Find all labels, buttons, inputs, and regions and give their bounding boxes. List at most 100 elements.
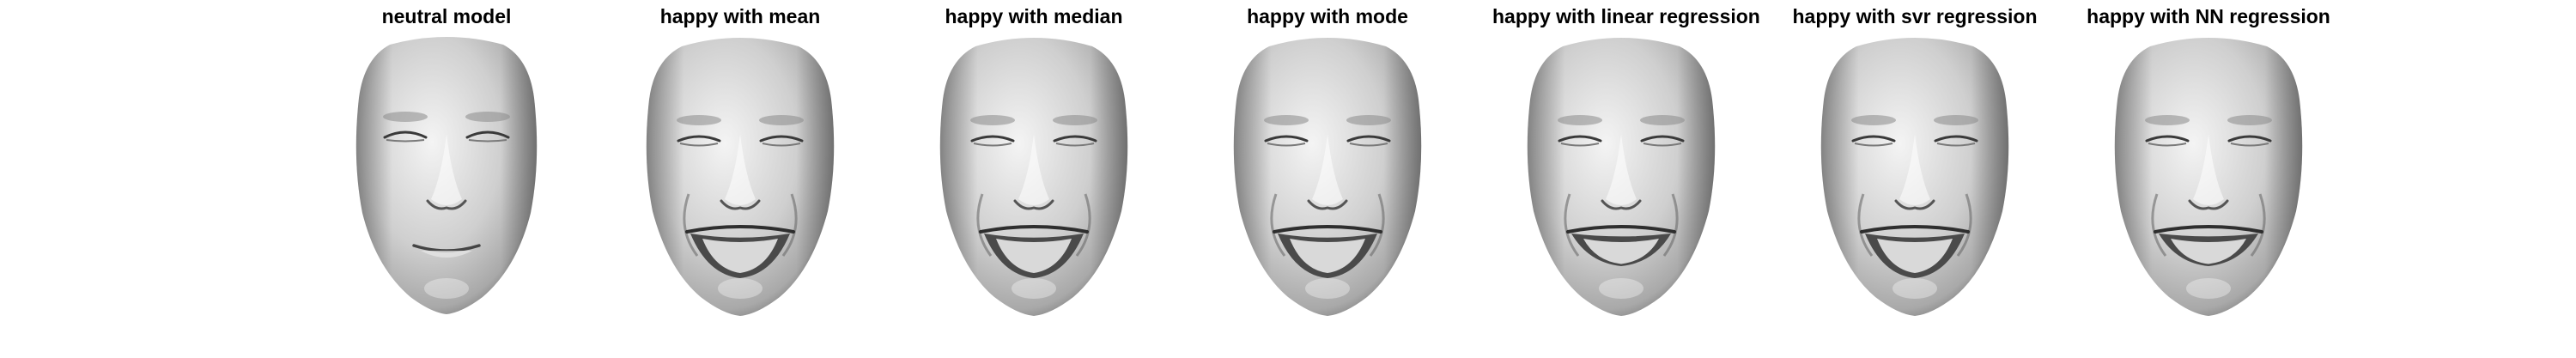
eye-lower-lid <box>762 143 801 147</box>
eye-line <box>1053 135 1097 143</box>
panel-title: happy with mode <box>1247 5 1408 27</box>
face-panel: happy with median <box>905 0 1163 358</box>
smile-fold-right <box>1662 193 1679 257</box>
smile-fold-left <box>1270 193 1286 257</box>
smile-fold-right <box>2250 193 2266 257</box>
smile-fold-right <box>1956 193 1972 257</box>
eyebrow-shade <box>759 115 804 125</box>
nose-highlight <box>1606 134 1637 205</box>
eye-line <box>465 130 510 139</box>
panel-title: happy with NN regression <box>2087 5 2330 27</box>
smile-fold-left <box>1564 193 1580 257</box>
face-panel: happy with svr regression <box>1786 0 2044 358</box>
face-render <box>2114 38 2303 316</box>
eyebrow-shade <box>1640 115 1685 125</box>
eyebrow-shade <box>970 115 1015 125</box>
panel-title: happy with linear regression <box>1492 5 1760 27</box>
panel-title: happy with svr regression <box>1792 5 2038 27</box>
upper-lip <box>1273 225 1382 234</box>
nose-base <box>720 199 761 210</box>
eyebrow-shade <box>1851 115 1896 125</box>
chin-highlight <box>1893 278 1937 299</box>
nose-base <box>426 199 467 210</box>
eye-lower-lid <box>1349 143 1388 147</box>
nose-highlight <box>2193 134 2224 205</box>
eye-line <box>383 130 428 139</box>
teeth <box>1877 239 1953 273</box>
eye-lower-lid <box>1643 143 1682 147</box>
chin-highlight <box>1599 278 1643 299</box>
eye-lower-lid <box>1055 143 1095 147</box>
chin-highlight <box>718 278 762 299</box>
teeth <box>1290 239 1365 273</box>
eyebrow-shade <box>383 112 428 122</box>
chin-highlight <box>1305 278 1350 299</box>
nose-base <box>1307 199 1348 210</box>
eyebrow-shade <box>2145 115 2190 125</box>
nose-highlight <box>1899 134 1930 205</box>
nose-highlight <box>1018 134 1049 205</box>
nose-base <box>1601 199 1642 210</box>
panel-title: happy with median <box>945 5 1123 27</box>
eye-lower-lid <box>973 143 1012 147</box>
eye-lower-lid <box>1854 143 1893 147</box>
eyebrow-shade <box>1346 115 1391 125</box>
panel-title: happy with mean <box>659 5 821 27</box>
eye-lower-lid <box>1560 143 1600 147</box>
eye-line <box>1558 135 1602 143</box>
eye-lower-lid <box>2148 143 2187 147</box>
upper-lip <box>1566 225 1676 234</box>
nose-highlight <box>1312 134 1343 205</box>
eyebrow-shade <box>1264 115 1309 125</box>
teeth <box>2171 239 2246 264</box>
eye-lower-lid <box>1936 143 1976 147</box>
nose-base <box>2188 199 2229 210</box>
eye-line <box>2145 135 2190 143</box>
chin-highlight <box>424 278 469 299</box>
teeth <box>996 239 1072 273</box>
mouth-line <box>412 244 481 252</box>
smile-fold-left <box>683 193 699 257</box>
smile-fold-left <box>2151 193 2167 257</box>
teeth <box>702 239 778 273</box>
eyebrow-shade <box>677 115 721 125</box>
face-render <box>355 37 538 314</box>
eye-line <box>1851 135 1896 143</box>
face-panel: happy with linear regression <box>1492 0 1760 358</box>
lower-lip <box>421 251 472 258</box>
smile-fold-right <box>1369 193 1385 257</box>
eye-lower-lid <box>468 139 507 143</box>
face-render <box>1233 38 1422 316</box>
face-panel: happy with mean <box>611 0 869 358</box>
eye-lower-lid <box>386 139 425 143</box>
eye-lower-lid <box>1267 143 1306 147</box>
eye-line <box>1934 135 1978 143</box>
eyebrow-shade <box>1558 115 1602 125</box>
eye-line <box>759 135 804 143</box>
chin-highlight <box>1012 278 1056 299</box>
smile-fold-right <box>1075 193 1091 257</box>
eye-lower-lid <box>679 143 719 147</box>
nose-highlight <box>725 134 756 205</box>
upper-lip <box>2154 225 2263 234</box>
upper-lip <box>979 225 1089 234</box>
eye-line <box>2227 135 2272 143</box>
nose-highlight <box>431 134 462 205</box>
face-render <box>939 38 1128 316</box>
face-render <box>1820 38 2009 316</box>
teeth <box>1583 239 1659 264</box>
smile-fold-left <box>1857 193 1874 257</box>
nose-base <box>1894 199 1935 210</box>
eyebrow-shade <box>1053 115 1097 125</box>
eye-line <box>1346 135 1391 143</box>
face-panel: neutral model <box>318 0 575 358</box>
eye-line <box>1640 135 1685 143</box>
panel-title: neutral model <box>381 5 512 27</box>
smile-fold-left <box>976 193 993 257</box>
eyebrow-shade <box>1934 115 1978 125</box>
eyebrow-shade <box>465 112 510 122</box>
chin-highlight <box>2186 278 2231 299</box>
face-render <box>646 38 835 316</box>
upper-lip <box>1860 225 1970 234</box>
eye-line <box>1264 135 1309 143</box>
